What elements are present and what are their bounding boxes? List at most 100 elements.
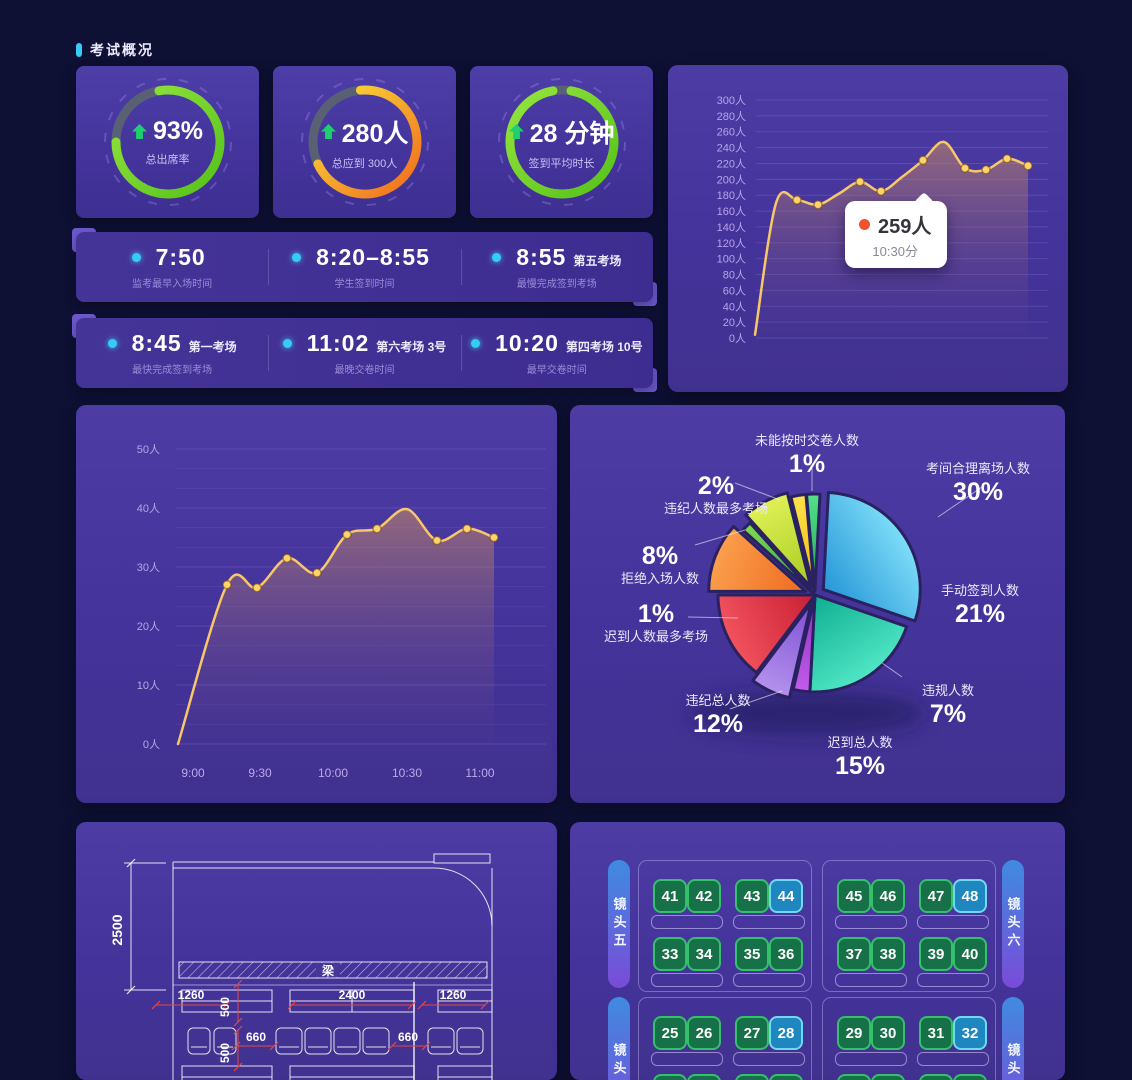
pie-slice-违纪人数最多考场[interactable] xyxy=(789,492,816,593)
seat[interactable] xyxy=(653,1074,687,1080)
distribution-pie-chart: 未能按时交卷人数 1% 考间合理离场人数 30% 手动签到人数 21% 违规人数 7% 迟到总人… xyxy=(570,405,1065,803)
pie-slice-违规人数[interactable] xyxy=(751,601,813,700)
seat-26[interactable]: 26 xyxy=(687,1016,721,1050)
desk xyxy=(835,1052,907,1066)
time-stats-row-2: 8:45 第一考场 最快完成签到考场 11:02 第六考场 3号 最晚交卷时间 … xyxy=(72,314,657,392)
seat-42[interactable]: 42 xyxy=(687,879,721,913)
tooltip-dot-icon xyxy=(859,219,870,230)
seat[interactable] xyxy=(871,1074,905,1080)
seat-43[interactable]: 43 xyxy=(735,879,769,913)
pie-slice-拒绝入场人数[interactable] xyxy=(744,491,813,589)
camera-bar-镜头[interactable]: 镜头 xyxy=(608,997,630,1080)
seat-27[interactable]: 27 xyxy=(735,1016,769,1050)
pie-slice-违纪总人数[interactable] xyxy=(707,525,808,593)
stat-value: 8:20–8:55 xyxy=(316,244,430,270)
pie-label-未能按时交卷人数: 未能按时交卷人数 1% xyxy=(755,433,859,479)
y-tick-label: 200人 xyxy=(717,173,746,186)
seat-36[interactable]: 36 xyxy=(769,937,803,971)
seat-30[interactable]: 30 xyxy=(871,1016,905,1050)
camera-bar-镜头六[interactable]: 镜头六 xyxy=(1002,860,1024,988)
seat[interactable] xyxy=(953,1074,987,1080)
seat-34[interactable]: 34 xyxy=(687,937,721,971)
seat-39[interactable]: 39 xyxy=(919,937,953,971)
pie-slice-考间合理离场人数[interactable] xyxy=(821,491,922,623)
y-tick-label: 10人 xyxy=(137,679,160,692)
seat-40[interactable]: 40 xyxy=(953,937,987,971)
seat-41[interactable]: 41 xyxy=(653,879,687,913)
pie-slice-迟到人数最多考场[interactable] xyxy=(741,521,817,597)
camera-bar-镜头[interactable]: 镜头 xyxy=(1002,997,1024,1080)
seat-25[interactable]: 25 xyxy=(653,1016,687,1050)
seat-38[interactable]: 38 xyxy=(871,937,905,971)
pie-label-name: 手动签到人数 xyxy=(940,583,1020,598)
signed-in-value: 280人 xyxy=(341,119,409,148)
y-tick-label: 40人 xyxy=(723,300,746,313)
tooltip-value: 259人 xyxy=(878,216,932,238)
seat-31[interactable]: 31 xyxy=(919,1016,953,1050)
seat-35[interactable]: 35 xyxy=(735,937,769,971)
pie-label-pct: 21% xyxy=(954,599,1006,628)
stat-value: 8:55 xyxy=(516,244,567,270)
y-tick-label: 20人 xyxy=(137,620,160,633)
seat-group-box: 45 46 47 48 37 38 39 40 xyxy=(822,860,996,992)
x-tick-label: 10:00 xyxy=(318,766,348,780)
up-arrow-icon xyxy=(131,124,147,139)
seat-group-box: 41 42 43 44 33 34 35 36 xyxy=(638,860,812,992)
pie-slice-迟到总人数[interactable] xyxy=(716,593,817,674)
dimension-text: 500 xyxy=(218,1043,232,1063)
attendance-rate-value: 93% xyxy=(152,117,204,145)
stat-label: 监考最早入场时间 xyxy=(132,279,213,290)
stat-label: 最慢完成签到考场 xyxy=(516,279,597,290)
pie-label-迟到人数最多考场: 1% 迟到人数最多考场 xyxy=(604,599,708,645)
seat[interactable] xyxy=(769,1074,803,1080)
camera-label: 镜头 xyxy=(611,1043,627,1079)
seat[interactable] xyxy=(837,1074,871,1080)
desk xyxy=(917,1052,989,1066)
stat-suffix: 第一考场 xyxy=(188,340,237,354)
camera-bar-镜头五[interactable]: 镜头五 xyxy=(608,860,630,988)
stat-value: 8:45 xyxy=(131,330,182,356)
signed-in-label: 总应到 300人 xyxy=(331,157,398,170)
seat-47[interactable]: 47 xyxy=(919,879,953,913)
seat-46[interactable]: 46 xyxy=(871,879,905,913)
stat-label: 学生签到时间 xyxy=(334,279,395,290)
seat-48[interactable]: 48 xyxy=(953,879,987,913)
y-tick-label: 160人 xyxy=(717,205,746,218)
seat-45[interactable]: 45 xyxy=(837,879,871,913)
pie-slice-手动签到人数[interactable] xyxy=(808,593,909,694)
stat-earliest-submit: 10:20 第四考场 10号 最早交卷时间 xyxy=(460,318,653,388)
gauge-card-signed-in: 280人 总应到 300人 xyxy=(273,66,456,218)
chart-tooltip: 259人 10:30分 xyxy=(845,201,948,268)
y-tick-label: 120人 xyxy=(717,237,746,250)
up-arrow-icon xyxy=(508,124,524,139)
seat-33[interactable]: 33 xyxy=(653,937,687,971)
stat-label: 最早交卷时间 xyxy=(526,365,587,376)
stat-latest-submit: 11:02 第六考场 3号 最晚交卷时间 xyxy=(268,318,460,388)
seat-28[interactable]: 28 xyxy=(769,1016,803,1050)
desk xyxy=(917,915,989,929)
avg-duration-value: 28 分钟 xyxy=(529,119,615,148)
dot-icon xyxy=(282,339,292,348)
pie-label-name: 违纪总人数 xyxy=(685,693,751,708)
desk xyxy=(733,973,805,987)
stat-suffix: 第五考场 xyxy=(573,254,622,268)
seat[interactable] xyxy=(919,1074,953,1080)
signin-trend-panel: 300人 280人 260人 240人 220人 200人 180人 160人 140人 120人… xyxy=(668,65,1068,392)
y-tick-label: 40人 xyxy=(137,502,160,515)
seat[interactable] xyxy=(687,1074,721,1080)
seat-37[interactable]: 37 xyxy=(837,937,871,971)
seat[interactable] xyxy=(735,1074,769,1080)
stat-student-signin: 8:20–8:55 学生签到时间 xyxy=(268,232,460,302)
y-tick-label: 260人 xyxy=(717,126,746,139)
seat-32[interactable]: 32 xyxy=(953,1016,987,1050)
stat-label: 最快完成签到考场 xyxy=(132,365,213,376)
seat-44[interactable]: 44 xyxy=(769,879,803,913)
seat-29[interactable]: 29 xyxy=(837,1016,871,1050)
pie-label-pct: 7% xyxy=(929,699,967,728)
dimension-text: 梁 xyxy=(321,963,334,978)
camera-label: 镜头五 xyxy=(611,897,627,951)
stat-proctor-entry: 7:50 监考最早入场时间 xyxy=(76,232,268,302)
pie-slice-unlabeled[interactable] xyxy=(791,593,817,694)
small-trend-chart: 50人 40人 30人 20人 10人 0人 9:00 9:30 10:00 10:30 11:00 xyxy=(76,405,557,803)
